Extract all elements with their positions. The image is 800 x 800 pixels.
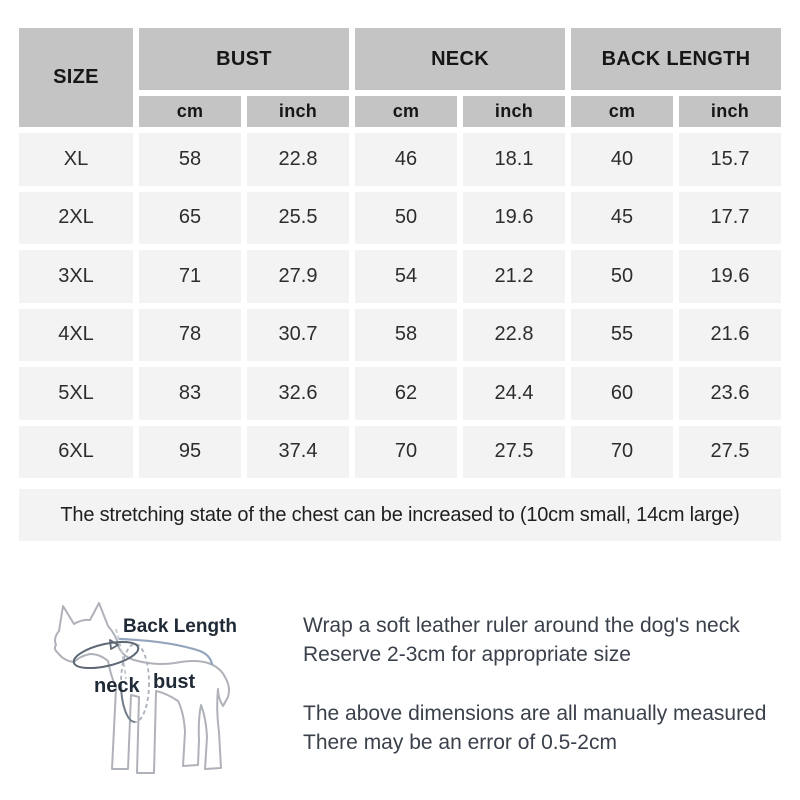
instruction-line: There may be an error of 0.5-2cm (303, 731, 617, 754)
table-cell: 55 (571, 308, 673, 361)
table-cell: 27.5 (679, 425, 781, 478)
neck-label: neck (94, 675, 140, 697)
size-label: 3XL (19, 250, 133, 303)
table-cell: 23.6 (679, 367, 781, 420)
size-label: 5XL (19, 367, 133, 420)
dog-outline (53, 602, 230, 774)
table-cell: 62 (355, 367, 457, 420)
size-label: 2XL (19, 191, 133, 244)
size-column-header: SIZE (19, 28, 133, 127)
instruction-line: Reserve 2-3cm for appropriate size (303, 643, 631, 666)
table-cell: 27.9 (247, 250, 349, 303)
dog-diagram: Back Length neck bust (53, 602, 237, 774)
stretch-note: The stretching state of the chest can be… (19, 489, 781, 541)
back-length-label: Back Length (123, 616, 237, 637)
unit-header-neck-inch: inch (463, 96, 565, 127)
unit-header-neck-cm: cm (355, 96, 457, 127)
table-cell: 58 (139, 133, 241, 186)
unit-header-bust-cm: cm (139, 96, 241, 127)
group-header-bust: BUST (139, 28, 349, 90)
table-cell: 60 (571, 367, 673, 420)
table-cell: 45 (571, 191, 673, 244)
table-cell: 22.8 (463, 308, 565, 361)
unit-header-back-cm: cm (571, 96, 673, 127)
table-cell: 22.8 (247, 133, 349, 186)
table-cell: 40 (571, 133, 673, 186)
table-cell: 95 (139, 425, 241, 478)
bust-measure-front-arc (120, 682, 136, 723)
instruction-line: The above dimensions are all manually me… (303, 702, 767, 725)
table-cell: 50 (571, 250, 673, 303)
table-cell: 21.2 (463, 250, 565, 303)
size-label: 6XL (19, 425, 133, 478)
table-cell: 54 (355, 250, 457, 303)
unit-header-back-inch: inch (679, 96, 781, 127)
table-cell: 65 (139, 191, 241, 244)
table-cell: 78 (139, 308, 241, 361)
neck-measure-ellipse (72, 640, 140, 670)
bust-label: bust (153, 671, 196, 693)
unit-header-bust-inch: inch (247, 96, 349, 127)
table-cell: 71 (139, 250, 241, 303)
table-cell: 19.6 (679, 250, 781, 303)
table-cell: 27.5 (463, 425, 565, 478)
measuring-instructions: Wrap a soft leather ruler around the dog… (303, 611, 793, 757)
table-cell: 18.1 (463, 133, 565, 186)
size-table: SIZE BUST NECK BACK LENGTH cm inch cm in… (19, 28, 781, 478)
instruction-line: Wrap a soft leather ruler around the dog… (303, 614, 740, 637)
table-cell: 15.7 (679, 133, 781, 186)
table-cell: 30.7 (247, 308, 349, 361)
table-cell: 21.6 (679, 308, 781, 361)
table-cell: 83 (139, 367, 241, 420)
group-header-back-length: BACK LENGTH (571, 28, 781, 90)
table-cell: 32.6 (247, 367, 349, 420)
instruction-paragraph-1: Wrap a soft leather ruler around the dog… (303, 611, 793, 669)
table-cell: 19.6 (463, 191, 565, 244)
instruction-paragraph-2: The above dimensions are all manually me… (303, 699, 793, 757)
table-cell: 58 (355, 308, 457, 361)
table-cell: 37.4 (247, 425, 349, 478)
table-cell: 70 (355, 425, 457, 478)
table-cell: 70 (571, 425, 673, 478)
table-cell: 17.7 (679, 191, 781, 244)
size-label: XL (19, 133, 133, 186)
group-header-neck: NECK (355, 28, 565, 90)
harness-clip (109, 639, 119, 650)
table-cell: 46 (355, 133, 457, 186)
table-cell: 50 (355, 191, 457, 244)
table-cell: 25.5 (247, 191, 349, 244)
back-length-measure-line (118, 637, 214, 666)
table-cell: 24.4 (463, 367, 565, 420)
size-label: 4XL (19, 308, 133, 361)
